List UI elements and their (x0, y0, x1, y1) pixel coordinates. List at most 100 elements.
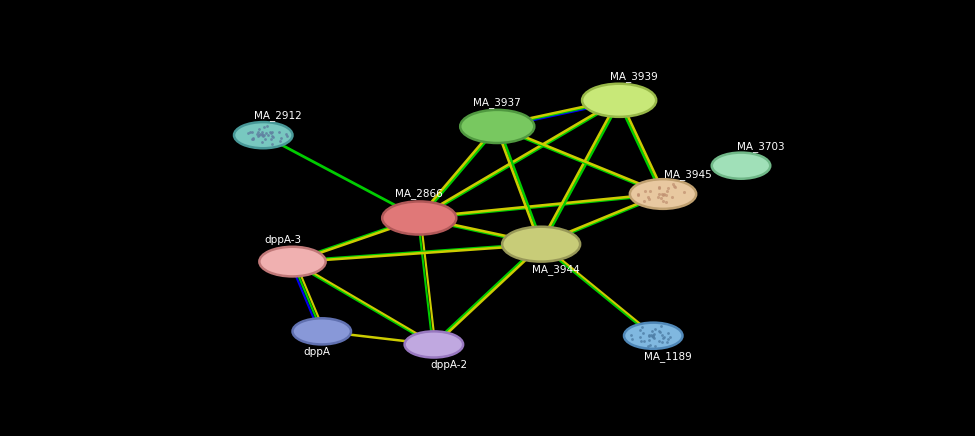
Point (667, 183, 682, 190)
Point (249, 130, 264, 137)
Point (278, 130, 293, 137)
Point (633, 334, 648, 341)
Point (646, 334, 662, 341)
Point (262, 128, 278, 135)
Point (643, 341, 658, 348)
Point (259, 132, 275, 139)
Point (661, 184, 677, 191)
Point (631, 190, 646, 197)
Point (644, 333, 660, 340)
Point (245, 135, 260, 142)
Point (653, 323, 669, 330)
Point (252, 130, 267, 137)
Point (641, 342, 656, 349)
Text: dppA-3: dppA-3 (264, 235, 301, 245)
Circle shape (712, 153, 770, 179)
Point (254, 130, 270, 137)
Circle shape (502, 227, 580, 262)
Circle shape (460, 110, 534, 143)
Point (637, 187, 652, 194)
Point (662, 333, 678, 340)
Point (650, 191, 666, 198)
Point (252, 126, 267, 133)
Point (263, 136, 279, 143)
Point (659, 187, 675, 194)
Point (242, 129, 257, 136)
Point (263, 129, 279, 136)
Point (655, 334, 671, 341)
Point (645, 332, 661, 339)
Circle shape (582, 84, 656, 117)
Point (643, 331, 658, 338)
Point (646, 330, 662, 337)
Point (650, 337, 666, 344)
Point (623, 331, 639, 338)
Circle shape (624, 323, 682, 349)
Point (273, 138, 289, 145)
Point (271, 128, 287, 135)
Point (264, 129, 280, 136)
Point (658, 198, 674, 205)
Point (668, 184, 683, 191)
Point (265, 134, 281, 141)
Point (252, 132, 267, 139)
Point (279, 133, 294, 140)
Point (624, 336, 640, 343)
Point (636, 337, 651, 344)
Point (240, 130, 255, 137)
Point (664, 193, 680, 200)
Point (641, 332, 656, 339)
Point (655, 192, 671, 199)
Point (255, 133, 271, 140)
Point (246, 134, 261, 141)
Point (654, 339, 670, 346)
Point (654, 191, 670, 198)
Circle shape (405, 331, 463, 358)
Point (254, 129, 270, 136)
Point (251, 129, 266, 136)
Point (256, 123, 272, 130)
Text: MA_2912: MA_2912 (254, 110, 301, 121)
Point (256, 135, 272, 142)
Point (658, 191, 674, 198)
Text: MA_3945: MA_3945 (664, 169, 711, 180)
Text: dppA: dppA (303, 347, 331, 357)
Point (642, 196, 657, 203)
Text: MA_2866: MA_2866 (396, 188, 443, 200)
Point (650, 193, 666, 200)
Point (642, 188, 657, 195)
Point (259, 123, 275, 129)
Text: MA_3703: MA_3703 (737, 140, 784, 152)
Point (660, 330, 676, 337)
Point (645, 334, 661, 341)
Point (250, 132, 265, 139)
Point (645, 332, 661, 339)
Point (255, 131, 271, 138)
Circle shape (292, 318, 351, 344)
Point (665, 180, 681, 187)
Point (651, 184, 667, 191)
Point (646, 325, 662, 332)
Point (651, 327, 667, 334)
Point (254, 132, 270, 139)
Point (632, 327, 647, 334)
Circle shape (259, 247, 326, 276)
Point (677, 188, 692, 195)
Point (635, 329, 650, 336)
Point (640, 193, 655, 200)
Point (659, 338, 675, 345)
Text: dppA-2: dppA-2 (430, 361, 467, 370)
Point (245, 135, 260, 142)
Circle shape (234, 122, 292, 148)
Text: MA_3939: MA_3939 (610, 71, 657, 82)
Text: MA_1189: MA_1189 (644, 351, 691, 362)
Point (264, 133, 280, 140)
Point (653, 195, 669, 202)
Point (641, 333, 656, 340)
Point (273, 135, 289, 142)
Point (644, 327, 660, 334)
Point (654, 331, 670, 338)
Point (656, 334, 672, 341)
Point (631, 191, 646, 198)
Point (264, 141, 280, 148)
